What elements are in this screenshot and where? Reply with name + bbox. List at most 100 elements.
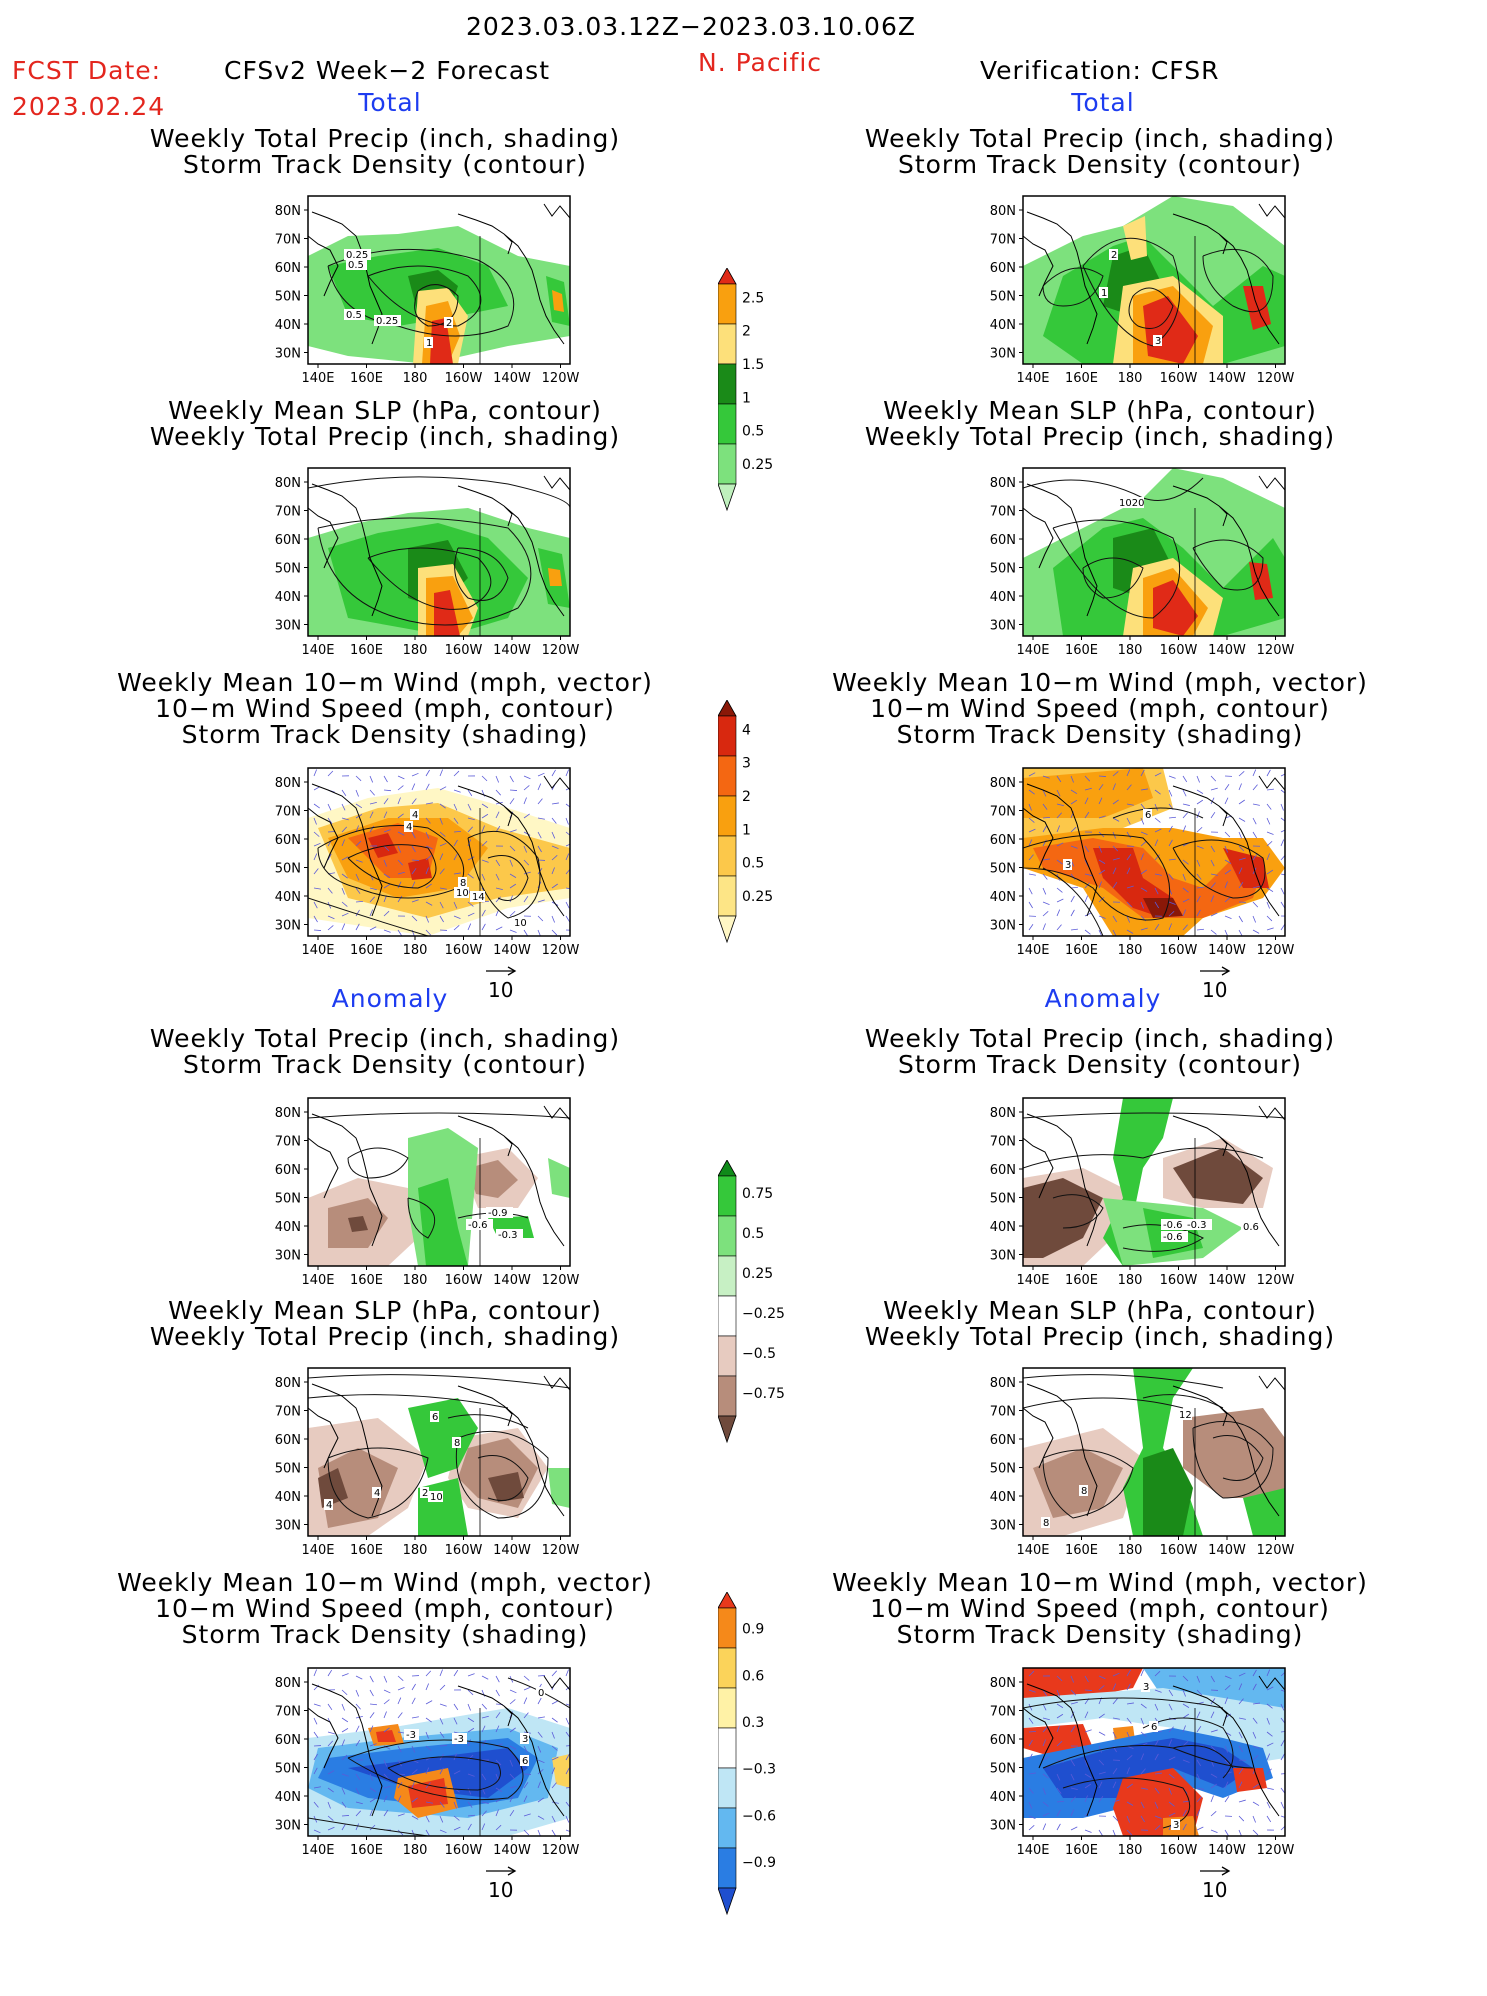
lat-tick-label: 30N [990, 1519, 1016, 1534]
lon-tick-label: 140E [301, 1273, 334, 1288]
colorbar-label: 2.5 [742, 290, 764, 306]
colorbar-label: 0.25 [742, 457, 773, 473]
title-fcst-total-precip: Weekly Total Precip (inch, shading)Storm… [65, 126, 705, 178]
lat-tick-label: 80N [275, 204, 301, 219]
section-anomaly-right: Anomaly [893, 984, 1313, 1013]
colorbar-swatch [718, 444, 736, 484]
colorbar-label: 0.6 [742, 1668, 764, 1684]
contour-label: 8 [1081, 1486, 1087, 1497]
colorbar-swatch [718, 1296, 736, 1336]
contour-label: -0.6 [1163, 1220, 1183, 1231]
colorbar-label: 0.5 [742, 1226, 764, 1242]
lat-tick-label: 80N [275, 1106, 301, 1121]
lon-tick-label: 180 [403, 1273, 428, 1288]
lat-tick-label: 60N [990, 1433, 1016, 1448]
lon-tick-label: 160E [1065, 1273, 1098, 1288]
section-total-left: Total [180, 88, 600, 117]
contour-label: 0.5 [348, 260, 364, 271]
contour-label: 2 [446, 318, 452, 329]
colorbar-swatch [718, 756, 736, 796]
contour-label: -0.3 [498, 1230, 518, 1241]
colorbar-label: 4 [742, 722, 751, 738]
contour-label: 0.6 [1243, 1222, 1259, 1233]
lat-tick-label: 40N [990, 890, 1016, 905]
lon-tick-label: 160E [1065, 643, 1098, 658]
lat-tick-label: 60N [275, 833, 301, 848]
contour-label: 6 [1151, 1722, 1157, 1733]
contour-label: 6 [1145, 810, 1151, 821]
lon-tick-label: 120W [1257, 643, 1295, 658]
lat-tick-label: 30N [275, 1819, 301, 1834]
lon-tick-label: 160E [350, 371, 383, 386]
title-fcst-total-slp: Weekly Mean SLP (hPa, contour)Weekly Tot… [65, 398, 705, 450]
colorbar-swatch [718, 1688, 736, 1728]
lat-tick-label: 80N [275, 1376, 301, 1391]
contour-label: 14 [472, 892, 485, 903]
lon-tick-label: 140W [493, 371, 531, 386]
fcst-label: FCST Date: [12, 56, 161, 85]
lon-tick-label: 160E [350, 643, 383, 658]
lon-tick-label: 140E [301, 1843, 334, 1858]
lat-tick-label: 60N [990, 1163, 1016, 1178]
lon-tick-label: 140W [1208, 1273, 1246, 1288]
lon-tick-label: 120W [1257, 1843, 1295, 1858]
lat-tick-label: 50N [275, 290, 301, 305]
vector-ref-verif-anom: 10 [1198, 1858, 1232, 1902]
colorbar-label: 0.5 [742, 856, 764, 872]
lat-tick-label: 50N [990, 862, 1016, 877]
contour-label: 4 [406, 822, 412, 833]
lon-tick-label: 140W [1208, 943, 1246, 958]
lat-tick-label: 50N [990, 1762, 1016, 1777]
lat-tick-label: 40N [275, 1220, 301, 1235]
lon-tick-label: 140W [493, 943, 531, 958]
lon-tick-label: 120W [1257, 943, 1295, 958]
lat-tick-label: 40N [275, 590, 301, 605]
colorbar-swatch [718, 364, 736, 404]
title-verif-total-precip: Weekly Total Precip (inch, shading)Storm… [780, 126, 1420, 178]
colorbar-swatch [718, 836, 736, 876]
lat-tick-label: 70N [275, 1705, 301, 1720]
lat-tick-label: 70N [990, 1135, 1016, 1150]
lat-tick-label: 70N [990, 805, 1016, 820]
title-verif-total-wind: Weekly Mean 10−m Wind (mph, vector)10−m … [780, 670, 1420, 748]
lon-tick-label: 120W [542, 643, 580, 658]
colorbar-label: −0.75 [742, 1386, 785, 1402]
colorbar-swatch [718, 1728, 736, 1768]
colorbar-swatch [718, 1848, 736, 1888]
lon-tick-label: 120W [542, 371, 580, 386]
colorbar-label: 1 [742, 822, 751, 838]
lat-tick-label: 50N [275, 1762, 301, 1777]
contour-label: 0.5 [346, 310, 362, 321]
lat-tick-label: 70N [990, 1405, 1016, 1420]
lon-tick-label: 160W [445, 371, 483, 386]
title-verif-anom-wind: Weekly Mean 10−m Wind (mph, vector)10−m … [780, 1570, 1420, 1648]
lat-tick-label: 40N [275, 890, 301, 905]
lat-tick-label: 60N [990, 833, 1016, 848]
arrow-right-icon [484, 965, 518, 977]
lat-tick-label: 30N [275, 1249, 301, 1264]
colorbar-label: −0.9 [742, 1855, 776, 1871]
lon-tick-label: 120W [542, 943, 580, 958]
lon-tick-label: 180 [403, 1843, 428, 1858]
lat-tick-label: 50N [990, 1192, 1016, 1207]
contour-label: 2 [422, 1488, 428, 1499]
colorbar-label: 0.25 [742, 1266, 773, 1282]
contour-label: 1 [426, 338, 432, 349]
colorbar-svg: 0.750.50.25−0.25−0.5−0.75 [718, 1160, 808, 1520]
lat-tick-label: 80N [990, 1676, 1016, 1691]
colorbar-swatch [718, 1808, 736, 1848]
contour-label: 3 [1143, 1682, 1149, 1693]
section-anomaly-left: Anomaly [180, 984, 600, 1013]
lat-tick-label: 70N [275, 805, 301, 820]
